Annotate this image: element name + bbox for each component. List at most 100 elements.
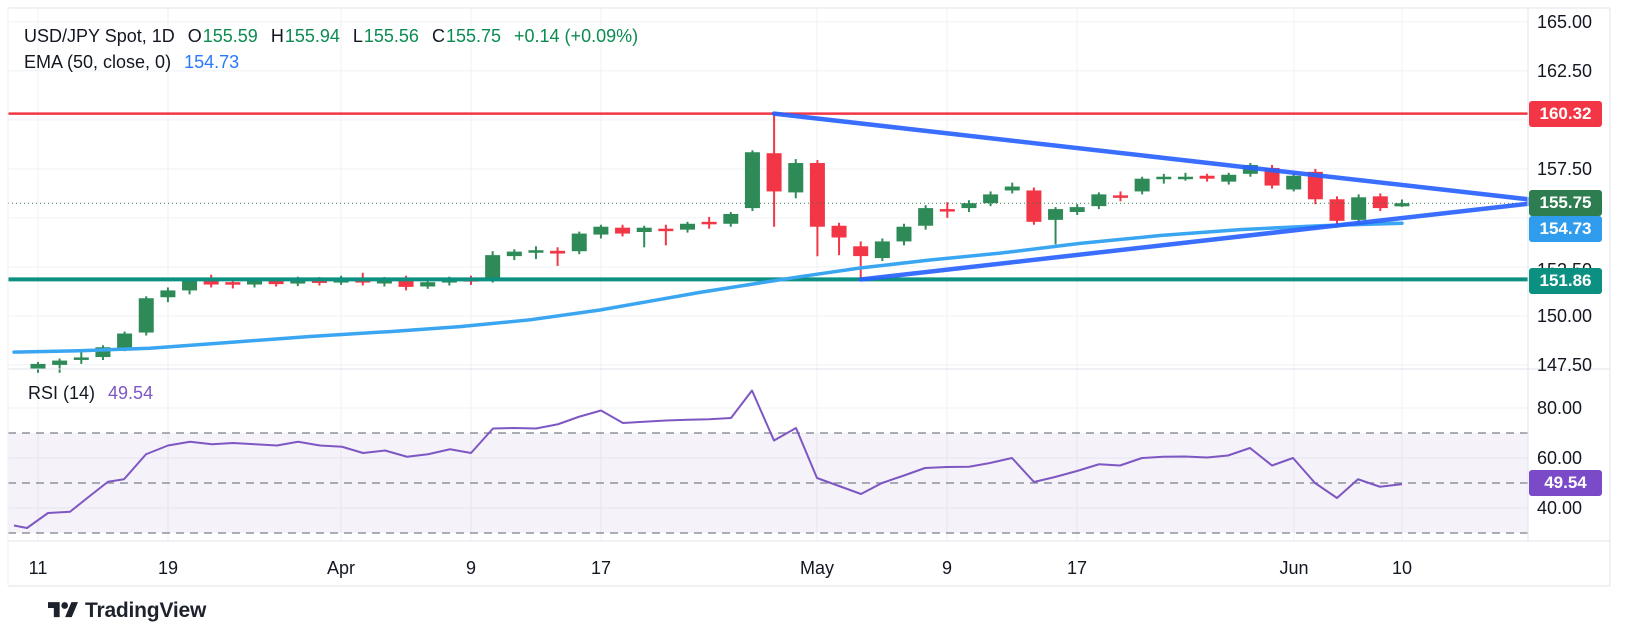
candle-body-up [160,290,176,298]
time-axis-label: May [799,558,834,578]
rsi-line [13,389,1403,529]
candle-body-up [918,208,934,226]
rsi-value-badge: 49.54 [1529,470,1602,496]
candle-body-down [809,163,825,227]
candle-body-down [701,221,717,225]
time-axis-label: 9 [941,558,952,578]
candle-body-down [550,250,566,254]
ascending-trendline [858,201,1531,282]
symbol-title: USD/JPY Spot, 1D [24,26,175,46]
descending-trendline [771,111,1531,202]
ema-line [12,221,1404,354]
candle-body-up [95,347,111,358]
candle-body-up [874,241,890,259]
support-price-badge: 151.86 [1529,268,1602,294]
rsi-legend[interactable]: RSI (14) 49.54 [28,383,153,404]
candle-body-up [896,226,912,242]
candle-body-up [138,298,154,333]
time-axis-label: 11 [28,558,48,578]
candle-body-up [1351,197,1367,220]
time-axis-label: Apr [326,558,355,578]
rsi-value: 49.54 [108,383,154,403]
price-axis-label: 157.50 [1537,159,1593,179]
change-value: +0.14 (+0.09%) [514,26,639,46]
price-axis-label: 147.50 [1537,355,1593,375]
candle-body-up [528,250,544,253]
candle-body-down [268,280,284,285]
candle-body-up [485,255,501,281]
candle-body-down [1199,175,1215,179]
candle-body-up [52,360,68,365]
candle-body-up [680,223,695,230]
candle-body-down [831,225,847,238]
candle-body-down [615,227,631,234]
tradingview-logo[interactable]: TradingView [48,598,206,623]
time-axis-label: 19 [157,558,179,578]
candle-body-down [1026,190,1042,222]
candle-body-up [1156,176,1172,180]
tradingview-logo-icon [48,602,78,618]
candle-body-up [983,194,999,204]
candle-body-up [1048,209,1064,220]
candle-body-down [1307,171,1323,200]
candle-body-up [1221,174,1237,182]
time-axis-label: 10 [1391,558,1413,578]
ohlc-low: L 155.56 [352,26,419,46]
candle-body-down [1372,196,1388,209]
candle-body-up [420,282,436,287]
rsi-name: RSI (14) [28,383,96,403]
last-price-badge: 155.75 [1529,190,1602,216]
candle-body-up [182,280,198,291]
candle-body-down [1113,195,1128,198]
tradingview-logo-text: TradingView [85,598,207,622]
candle-body-up [636,227,652,233]
ohlc-close: C 155.75 [431,26,502,46]
candle-body-up [30,363,46,369]
candle-body-up [376,281,392,284]
candle-body-up [506,251,522,257]
candle-body-up [571,233,587,252]
ohlc-open: O 155.59 [187,26,258,46]
candle-body-down [225,282,241,285]
candle-body-up [73,357,89,360]
price-axis-label: 80.00 [1537,398,1583,418]
candle-body-up [117,333,133,349]
time-axis-label: 17 [590,558,612,578]
candle-body-down [853,246,869,257]
price-axis-label: 60.00 [1537,448,1583,468]
candle-body-up [593,226,609,235]
candle-body-up [1177,176,1193,180]
candle-body-down [939,209,955,212]
price-axis-label: 162.50 [1537,61,1593,81]
time-axis-label: 9 [465,558,476,578]
candle-body-up [1286,175,1302,190]
candle-body-down [1329,199,1345,221]
ema-name: EMA (50, close, 0) [24,52,172,72]
candle-body-up [1134,178,1150,192]
time-axis-label: Jun [1279,558,1309,578]
candle-body-up [1394,203,1410,207]
price-axis-label: 150.00 [1537,306,1593,326]
candle-body-up [1004,186,1020,191]
candle-body-up [1091,194,1107,207]
candle-body-down [398,277,414,287]
candle-body-down [766,153,782,192]
candle-body-up [1069,207,1085,213]
ema-legend[interactable]: EMA (50, close, 0) 154.73 [24,52,239,73]
candle-body-down [658,228,674,232]
price-axis-label: 40.00 [1537,498,1583,518]
candle-body-up [247,279,262,285]
candle-body-up [788,163,804,193]
ema-value-badge: 154.73 [1529,216,1602,242]
candle-body-up [744,152,760,209]
time-axis-label: 17 [1066,558,1088,578]
symbol-legend[interactable]: USD/JPY Spot, 1D O 155.59 H 155.94 L 155.56… [24,26,638,47]
resistance-price-badge: 160.32 [1529,101,1602,127]
price-axis-label: 165.00 [1537,12,1593,32]
candle-body-up [961,203,977,209]
candle-body-down [203,279,219,285]
candle-body-up [723,213,739,224]
ohlc-high: H 155.94 [270,26,340,46]
